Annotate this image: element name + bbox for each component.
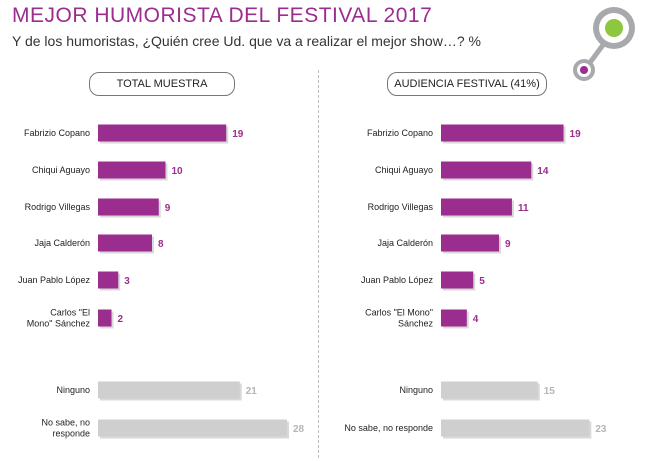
value-label: 19 — [570, 129, 582, 140]
category-label: Carlos "El Mono" Sánchez — [365, 308, 433, 329]
bar — [441, 309, 467, 327]
value-label: 23 — [595, 424, 607, 435]
bar — [441, 234, 500, 252]
category-label: Rodrigo Villegas — [25, 202, 91, 212]
value-label: 10 — [172, 166, 184, 177]
brand-logo — [573, 7, 635, 81]
bar — [441, 124, 564, 142]
value-label: 9 — [505, 239, 511, 250]
bar — [98, 198, 159, 216]
page-title: MEJOR HUMORISTA DEL FESTIVAL 2017 — [12, 4, 433, 27]
bar — [98, 381, 240, 399]
value-label: 28 — [293, 424, 305, 435]
value-label: 21 — [246, 386, 258, 397]
bar — [98, 309, 112, 327]
value-label: 4 — [473, 314, 479, 325]
category-label: Ninguno — [56, 385, 90, 395]
bar — [441, 161, 532, 179]
value-label: 15 — [544, 386, 556, 397]
value-label: 8 — [158, 239, 164, 250]
panel-title-total-muestra: TOTAL MUESTRA — [89, 72, 235, 96]
category-label: Chiqui Aguayo — [32, 165, 90, 175]
bar — [98, 271, 119, 289]
value-label: 5 — [479, 276, 485, 287]
category-label: Chiqui Aguayo — [375, 165, 433, 175]
chart-audiencia-festival: Fabrizio Copano 19 Chiqui Aguayo 14 Rodrigo … — [344, 124, 607, 439]
category-label: Juan Pablo López — [18, 275, 91, 285]
category-label: Fabrizio Copano — [367, 128, 433, 138]
category-label: No sabe, no responde — [41, 418, 90, 439]
category-label: Jaja Calderón — [34, 238, 90, 248]
category-label: No sabe, no responde — [344, 423, 433, 433]
value-label: 2 — [118, 314, 124, 325]
panel-divider — [318, 70, 319, 458]
panel-title-audiencia-festival: AUDIENCIA FESTIVAL (41%) — [387, 72, 547, 96]
bar — [441, 381, 538, 399]
bar — [98, 234, 152, 252]
value-label: 11 — [518, 203, 529, 214]
bar — [441, 198, 512, 216]
bar — [98, 419, 287, 437]
bar — [98, 161, 166, 179]
chart-total-muestra: Fabrizio Copano 19 Chiqui Aguayo 10 Rodrigo … — [18, 124, 305, 439]
bar — [441, 419, 590, 437]
category-label: Ninguno — [399, 385, 433, 395]
value-label: 14 — [537, 166, 549, 177]
category-label: Rodrigo Villegas — [368, 202, 434, 212]
category-label: Carlos "El Mono" Sánchez — [27, 308, 91, 329]
category-label: Jaja Calderón — [377, 238, 433, 248]
value-label: 3 — [124, 276, 130, 287]
value-label: 9 — [165, 203, 171, 214]
value-label: 19 — [232, 129, 244, 140]
bar — [441, 271, 474, 289]
bar — [98, 124, 227, 142]
page-subtitle: Y de los humoristas, ¿Quién cree Ud. que… — [12, 33, 481, 49]
category-label: Juan Pablo López — [361, 275, 434, 285]
category-label: Fabrizio Copano — [24, 128, 90, 138]
